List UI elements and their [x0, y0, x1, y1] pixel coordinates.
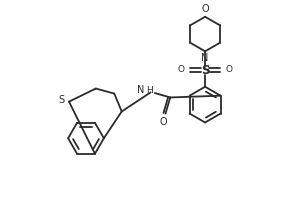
Text: S: S — [58, 95, 64, 105]
Text: N: N — [137, 85, 145, 95]
Text: O: O — [160, 117, 167, 127]
Text: O: O — [226, 65, 232, 74]
Text: N: N — [201, 53, 209, 63]
Text: O: O — [201, 4, 209, 14]
Text: H: H — [146, 86, 153, 95]
Text: O: O — [178, 65, 184, 74]
Text: S: S — [201, 64, 209, 77]
